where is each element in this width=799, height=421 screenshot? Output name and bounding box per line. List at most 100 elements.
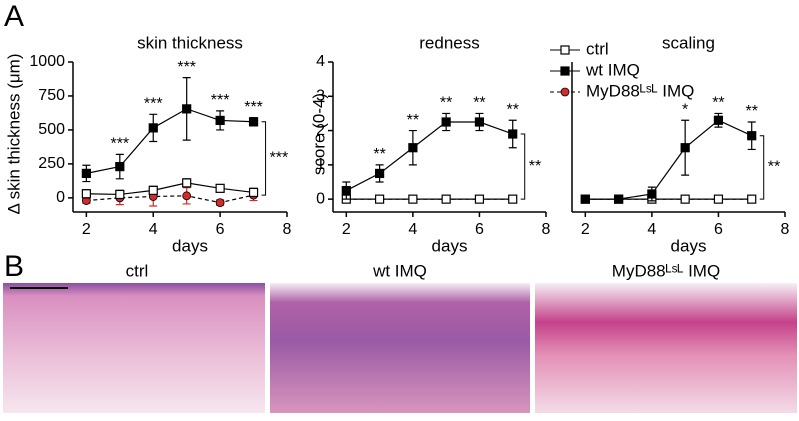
legend-label: wt IMQ [585,60,640,79]
panel-label: B [4,250,24,283]
y-tick-label: 2 [316,122,325,139]
x-tick-label: 4 [647,221,656,238]
legend-label: MyD88ᴸˢᴸ IMQ [586,81,694,100]
significance: * [682,102,688,119]
marker [182,104,192,114]
marker [560,66,570,76]
series-line [86,108,254,174]
x-axis-label: days [432,236,468,255]
y-tick-label: 3 [316,88,325,105]
significance: *** [110,136,129,153]
marker [115,189,125,200]
x-tick-label: 4 [408,221,417,238]
image-caption: ctrl [126,261,149,280]
histology-image [270,283,530,413]
x-tick-label: 2 [342,221,351,238]
marker [215,183,225,193]
significance: ** [407,112,419,129]
marker [182,191,192,201]
marker [747,131,757,141]
marker [182,178,192,188]
marker [248,187,259,198]
marker [374,168,385,179]
y-tick-label: 0 [56,189,65,206]
significance: ** [712,95,724,112]
histology-image [3,283,265,413]
x-tick-label: 8 [781,221,790,238]
marker [408,194,418,204]
marker [215,198,225,208]
marker [408,143,418,153]
series-line [585,119,752,200]
x-tick-label: 8 [283,221,292,238]
x-tick-label: 6 [714,221,723,238]
marker [713,115,724,125]
significance: *** [211,92,230,109]
x-axis-label: days [671,236,707,255]
chart-title: redness [419,33,479,52]
x-tick-label: 6 [216,221,225,238]
x-axis-label: days [172,236,208,255]
bracket-label: ** [768,159,780,176]
marker [115,162,125,172]
marker [81,168,91,178]
image-caption: wt IMQ [372,261,427,280]
series-line [86,194,254,204]
y-tick-label: 0 [316,190,325,207]
marker [560,87,570,97]
marker [747,194,757,204]
marker [441,194,451,204]
marker [680,194,690,204]
significance: ** [745,103,757,120]
significance: ** [373,146,385,163]
marker [374,194,385,204]
y-axis-label: score (0-4) [309,93,328,175]
x-tick-label: 8 [542,221,551,238]
chart-title: scaling [662,33,715,52]
bracket [261,121,267,196]
marker [248,117,259,127]
image-caption: MyD88ᴸˢᴸ IMQ [612,261,720,280]
y-tick-label: 1000 [29,53,65,70]
marker [81,189,91,199]
x-tick-label: 2 [581,221,590,238]
y-tick-label: 4 [316,53,325,70]
chart-title: skin thickness [137,33,243,52]
panel-label: A [4,0,24,33]
marker [341,185,351,196]
bracket-label: ** [529,158,541,175]
marker [215,115,225,126]
histology-image [535,283,797,413]
significance: *** [144,96,163,113]
marker [580,194,590,204]
marker [508,129,518,139]
significance: ** [473,95,485,112]
series-line [86,182,254,196]
y-tick-label: 750 [38,87,65,104]
x-tick-label: 4 [149,221,158,238]
x-tick-label: 6 [475,221,484,238]
marker [647,189,657,199]
bracket [520,133,526,200]
marker [148,123,158,133]
legend-label: ctrl [586,39,609,58]
marker [508,194,518,204]
marker [441,117,451,127]
marker [713,194,724,204]
significance: ** [506,102,518,119]
y-tick-label: 500 [38,121,65,138]
marker [560,45,570,55]
marker [474,117,485,127]
y-tick-label: 1 [316,156,325,173]
y-tick-label: 250 [38,155,65,172]
y-axis-label: Δ skin thickness (μm) [4,54,23,215]
marker [680,143,690,153]
significance: *** [177,59,196,76]
series-line [346,121,513,192]
marker [613,194,624,204]
marker [474,194,485,204]
marker [148,185,158,195]
significance: ** [440,95,452,112]
bracket [759,135,765,200]
